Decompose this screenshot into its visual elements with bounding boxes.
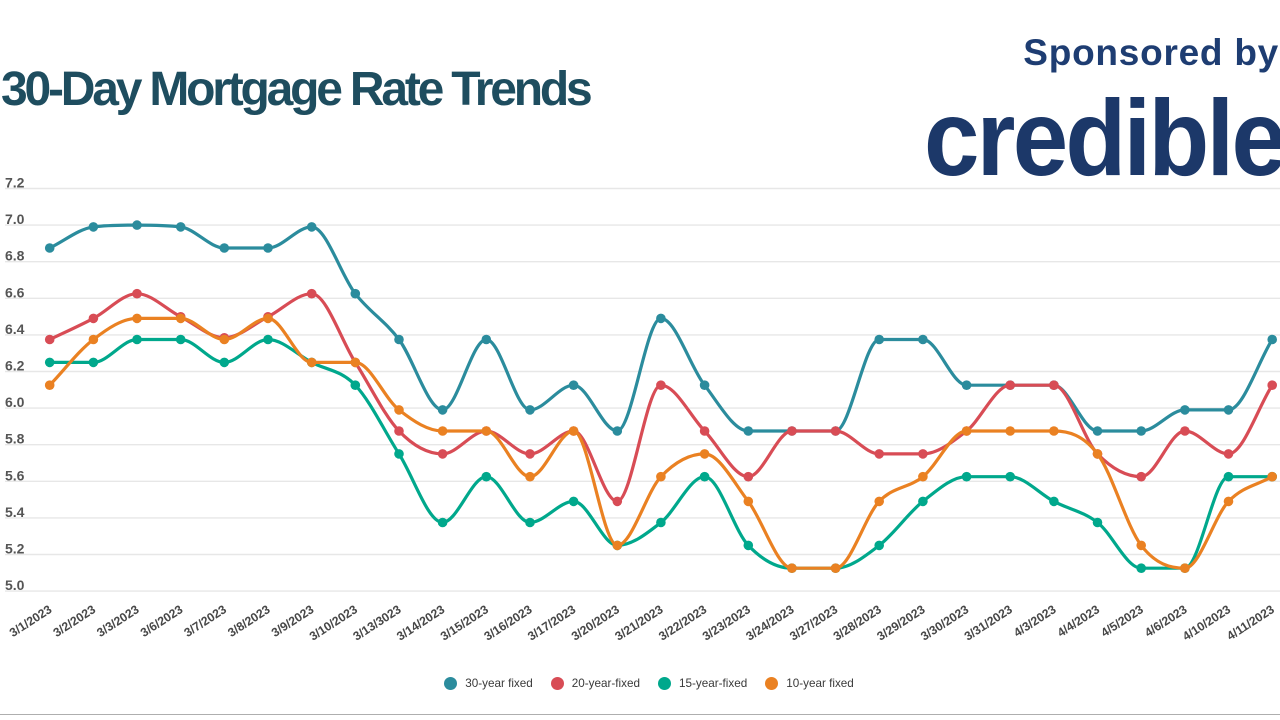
- svg-text:5.0: 5.0: [5, 577, 25, 593]
- svg-text:4/11/2023: 4/11/2023: [1224, 602, 1277, 643]
- svg-text:3/2/2023: 3/2/2023: [51, 602, 99, 640]
- svg-text:6.2: 6.2: [5, 358, 25, 374]
- svg-text:3/30/2023: 3/30/2023: [918, 602, 971, 643]
- svg-text:3/28/2023: 3/28/2023: [831, 602, 884, 643]
- svg-text:5.4: 5.4: [5, 504, 25, 520]
- svg-text:3/20/2023: 3/20/2023: [569, 602, 622, 643]
- svg-text:4/5/2023: 4/5/2023: [1098, 602, 1146, 640]
- svg-text:5.6: 5.6: [5, 467, 25, 483]
- svg-text:6.6: 6.6: [5, 284, 25, 300]
- svg-text:3/23/2023: 3/23/2023: [700, 602, 753, 643]
- svg-text:3/1/2023: 3/1/2023: [7, 602, 55, 640]
- svg-text:6.8: 6.8: [5, 248, 25, 264]
- svg-text:3/15/2023: 3/15/2023: [438, 602, 491, 643]
- svg-text:3/31/2023: 3/31/2023: [962, 602, 1015, 643]
- svg-text:5.2: 5.2: [5, 541, 25, 557]
- svg-text:3/10/2023: 3/10/2023: [307, 602, 360, 643]
- svg-text:4/10/2023: 4/10/2023: [1180, 602, 1233, 643]
- svg-text:4/4/2023: 4/4/2023: [1055, 602, 1103, 640]
- svg-text:3/3/2023: 3/3/2023: [94, 602, 142, 640]
- svg-text:3/7/2023: 3/7/2023: [182, 602, 230, 640]
- svg-text:3/6/2023: 3/6/2023: [138, 602, 186, 640]
- svg-text:6.4: 6.4: [5, 321, 25, 337]
- svg-text:3/27/2023: 3/27/2023: [787, 602, 840, 643]
- svg-text:3/8/2023: 3/8/2023: [225, 602, 273, 640]
- svg-text:3/24/2023: 3/24/2023: [743, 602, 796, 643]
- svg-text:7.2: 7.2: [5, 175, 25, 191]
- svg-text:3/17/2023: 3/17/2023: [525, 602, 578, 643]
- svg-text:4/3/2023: 4/3/2023: [1011, 602, 1059, 640]
- svg-text:3/22/2023: 3/22/2023: [656, 602, 709, 643]
- svg-text:3/13/3023: 3/13/3023: [351, 602, 404, 643]
- svg-text:3/29/2023: 3/29/2023: [874, 602, 927, 643]
- svg-text:6.0: 6.0: [5, 394, 25, 410]
- svg-text:5.8: 5.8: [5, 431, 25, 447]
- svg-text:3/16/2023: 3/16/2023: [482, 602, 535, 643]
- svg-text:7.0: 7.0: [5, 211, 25, 227]
- svg-text:3/21/2023: 3/21/2023: [612, 602, 665, 643]
- svg-text:3/14/2023: 3/14/2023: [394, 602, 447, 643]
